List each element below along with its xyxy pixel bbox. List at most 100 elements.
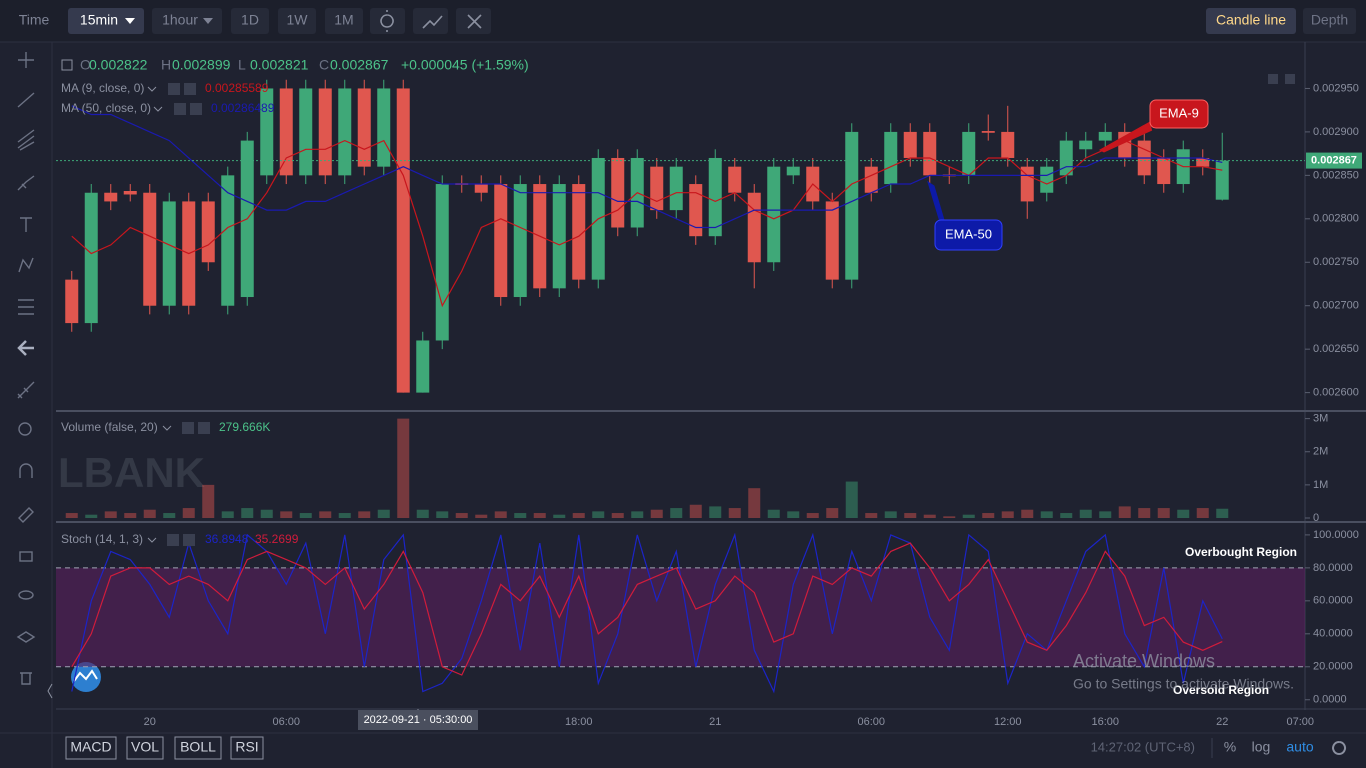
- volume-bar: [1001, 511, 1014, 518]
- y-tick-label: 0.002950: [1313, 82, 1359, 94]
- fib-tool[interactable]: [18, 299, 34, 315]
- candle-body: [435, 184, 449, 341]
- candle-body: [338, 88, 352, 176]
- visibility-tool[interactable]: [18, 590, 34, 600]
- ma-close[interactable]: [184, 83, 196, 95]
- interval-button[interactable]: [152, 8, 222, 34]
- interval-button[interactable]: [231, 8, 269, 34]
- volume-bar: [592, 511, 605, 518]
- callout-label: EMA-9: [1159, 105, 1199, 120]
- logo-glyph: [73, 669, 98, 682]
- indicator-button[interactable]: [126, 736, 164, 760]
- candle-body: [84, 192, 98, 324]
- indicator-label[interactable]: VOL: [131, 739, 159, 755]
- tool-button[interactable]: [370, 8, 405, 34]
- zoom-tool[interactable]: [18, 422, 32, 436]
- ohlc-value: 0.002899: [172, 57, 231, 73]
- ohlc-value: 0.002822: [89, 57, 148, 73]
- candle-body: [767, 166, 781, 263]
- magnet-tool[interactable]: [19, 463, 33, 478]
- indicator-label[interactable]: RSI: [235, 739, 258, 755]
- view-label[interactable]: Depth: [1311, 12, 1348, 28]
- edit-tool[interactable]: [18, 507, 34, 523]
- candle-body: [708, 157, 722, 237]
- view-button[interactable]: [1206, 8, 1296, 34]
- volume-bar: [358, 511, 371, 518]
- interval-label[interactable]: Time: [19, 12, 50, 28]
- y-tick-label: 0.002750: [1313, 256, 1359, 268]
- indicator-button[interactable]: [230, 736, 264, 760]
- scale-option[interactable]: auto: [1286, 739, 1313, 755]
- indicator-label[interactable]: MACD: [70, 739, 111, 755]
- measure-tool[interactable]: [17, 381, 35, 399]
- x-tick-label: 18:00: [565, 716, 593, 728]
- collapse-toggle[interactable]: [47, 683, 53, 699]
- scale-option[interactable]: log: [1252, 739, 1271, 755]
- text-tool[interactable]: [20, 217, 32, 232]
- panel-close[interactable]: [183, 534, 195, 546]
- ma-caret[interactable]: [147, 86, 157, 92]
- panel-caret[interactable]: [147, 537, 157, 543]
- volume-bar: [845, 481, 858, 518]
- ohlc-value: 0.002867: [330, 57, 389, 73]
- volume-bar: [553, 514, 566, 518]
- settings-icon: [1332, 741, 1347, 755]
- pen-tool[interactable]: [17, 175, 35, 191]
- volume-bar: [1079, 509, 1092, 518]
- tool-icon: [422, 15, 443, 29]
- candle-body: [689, 184, 703, 237]
- panel-caret[interactable]: [162, 425, 172, 431]
- volume-bar: [124, 513, 137, 518]
- volume-bar: [865, 513, 878, 518]
- view-label[interactable]: Candle line: [1216, 12, 1286, 28]
- indicator-label[interactable]: BOLL: [180, 739, 216, 755]
- lock-tool[interactable]: [19, 551, 33, 562]
- interval-button[interactable]: [278, 8, 316, 34]
- panel-value: 279.666K: [219, 420, 270, 434]
- x-tick-label: 07:00: [1286, 716, 1314, 728]
- candle-body: [104, 192, 118, 202]
- interval-button[interactable]: [68, 8, 144, 34]
- panel-close[interactable]: [198, 422, 210, 434]
- indicator-button[interactable]: [174, 736, 222, 760]
- back-tool[interactable]: [17, 340, 34, 356]
- activation-title: Activate Windows: [1073, 651, 1215, 671]
- channel-tool[interactable]: [17, 129, 35, 151]
- ma-settings[interactable]: [174, 103, 186, 115]
- candle-body: [669, 166, 683, 211]
- volume-bar: [143, 509, 156, 518]
- candle-body: [1059, 140, 1073, 176]
- interval-button[interactable]: [325, 8, 363, 34]
- interval-label[interactable]: 1W: [287, 12, 309, 28]
- interval-label[interactable]: 1M: [334, 12, 353, 28]
- callout-pointer: [927, 180, 945, 223]
- ma-line: [71, 139, 1223, 308]
- panel-title: Stoch (14, 1, 3): [61, 532, 143, 546]
- line-tool[interactable]: [17, 92, 35, 108]
- panel-settings[interactable]: [182, 422, 194, 434]
- scroll-icons[interactable]: [1268, 74, 1295, 84]
- interval-label[interactable]: 15min: [80, 12, 118, 28]
- ma-settings[interactable]: [168, 83, 180, 95]
- scale-option[interactable]: %: [1224, 739, 1236, 755]
- drawing-tools[interactable]: [16, 52, 53, 699]
- logo-badge[interactable]: [71, 662, 101, 692]
- collapse-box[interactable]: [61, 59, 73, 71]
- pattern-tool[interactable]: [18, 257, 34, 273]
- candle-body: [221, 175, 235, 306]
- indicator-button[interactable]: [65, 736, 117, 760]
- volume-bar: [1177, 509, 1190, 518]
- view-button[interactable]: [1303, 8, 1356, 34]
- panel-settings[interactable]: [167, 534, 179, 546]
- layers-tool[interactable]: [16, 631, 36, 643]
- delete-tool[interactable]: [20, 672, 32, 685]
- candle-body: [377, 88, 391, 167]
- ma-caret[interactable]: [153, 106, 163, 112]
- ma-close[interactable]: [190, 103, 202, 115]
- interval-label[interactable]: 1hour: [162, 12, 198, 28]
- candle-body: [260, 88, 274, 176]
- candle-body: [981, 131, 995, 133]
- crosshair-tool[interactable]: [18, 52, 34, 68]
- ohlc-key: C: [319, 57, 329, 73]
- interval-label[interactable]: 1D: [241, 12, 259, 28]
